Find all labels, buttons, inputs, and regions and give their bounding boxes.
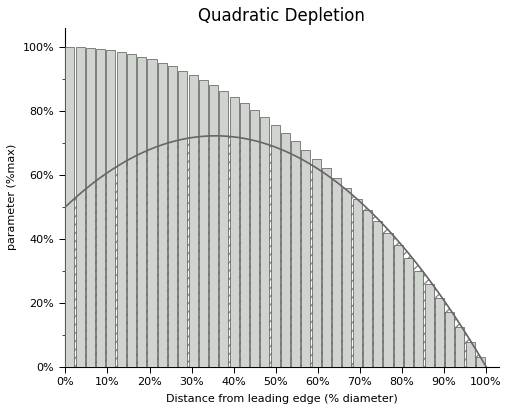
Bar bbox=[117, 52, 126, 367]
Bar bbox=[219, 91, 228, 367]
Bar bbox=[75, 47, 84, 367]
Y-axis label: parameter (%max): parameter (%max) bbox=[7, 144, 17, 250]
Bar bbox=[127, 54, 136, 367]
Bar bbox=[444, 312, 453, 367]
Bar bbox=[373, 222, 382, 367]
Bar bbox=[291, 141, 300, 367]
Bar bbox=[106, 50, 115, 367]
Bar bbox=[209, 85, 218, 367]
Bar bbox=[413, 271, 422, 367]
Bar bbox=[65, 47, 74, 367]
Bar bbox=[403, 258, 412, 367]
Bar bbox=[455, 327, 464, 367]
Bar bbox=[86, 48, 95, 367]
Bar bbox=[321, 168, 330, 367]
Bar bbox=[311, 159, 320, 367]
Bar bbox=[342, 188, 351, 367]
Bar bbox=[383, 233, 392, 367]
Bar bbox=[434, 298, 443, 367]
Bar bbox=[362, 210, 371, 367]
Bar bbox=[352, 199, 361, 367]
Bar bbox=[393, 245, 402, 367]
Bar bbox=[465, 342, 474, 367]
Bar bbox=[157, 63, 166, 367]
Bar bbox=[260, 117, 269, 367]
Bar bbox=[280, 132, 289, 367]
Bar bbox=[96, 49, 105, 367]
Bar bbox=[199, 80, 207, 367]
Bar bbox=[178, 71, 187, 367]
X-axis label: Distance from leading edge (% diameter): Distance from leading edge (% diameter) bbox=[165, 394, 397, 404]
Bar bbox=[331, 178, 341, 367]
Bar bbox=[229, 97, 238, 367]
Bar bbox=[249, 110, 259, 367]
Bar bbox=[239, 103, 248, 367]
Bar bbox=[188, 75, 197, 367]
Bar bbox=[167, 67, 177, 367]
Bar bbox=[475, 357, 484, 367]
Bar bbox=[147, 60, 156, 367]
Bar bbox=[270, 125, 279, 367]
Bar bbox=[423, 284, 433, 367]
Bar bbox=[137, 57, 146, 367]
Bar bbox=[301, 150, 310, 367]
Title: Quadratic Depletion: Quadratic Depletion bbox=[198, 7, 364, 25]
